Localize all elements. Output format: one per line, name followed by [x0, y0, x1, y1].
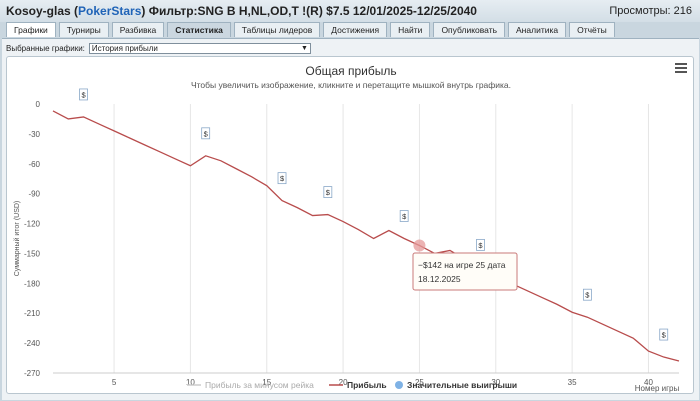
- legend-item-label[interactable]: Прибыль: [347, 380, 387, 390]
- site-link[interactable]: PokerStars: [78, 4, 142, 18]
- y-tick-label: -90: [28, 190, 40, 199]
- y-tick-label: -240: [24, 339, 41, 348]
- win-marker-label: $: [326, 188, 331, 197]
- menu-icon[interactable]: [675, 61, 687, 73]
- win-marker-box[interactable]: [79, 88, 88, 101]
- win-marker-label: $: [204, 129, 209, 138]
- y-tick-label: 0: [36, 100, 41, 109]
- y-tick-label: -210: [24, 309, 41, 318]
- tab-2[interactable]: Турниры: [58, 22, 109, 37]
- tooltip-line2: 18.12.2025: [418, 274, 461, 284]
- chart-selector-label: Выбранные графики:: [6, 44, 85, 53]
- player-name: Kosoy-glas: [6, 4, 71, 18]
- win-marker-box[interactable]: [323, 186, 333, 198]
- legend-item-label[interactable]: Значительные выигрыши: [407, 380, 517, 390]
- views-counter: Просмотры: 216: [609, 5, 692, 17]
- y-tick-label: -30: [28, 130, 40, 139]
- y-tick-label: -120: [24, 220, 41, 229]
- tooltip-box: [412, 252, 518, 291]
- page-title: Kosoy-glas (PokerStars) Фильтр:SNG B H,N…: [6, 4, 477, 18]
- x-tick-label: 20: [339, 378, 348, 387]
- x-tick-label: 25: [415, 378, 424, 387]
- chart-selector-row: Выбранные графики: История прибыли ▼: [6, 43, 311, 54]
- tab-7[interactable]: Найти: [390, 22, 431, 37]
- y-tick-label: -270: [24, 369, 41, 378]
- x-tick-label: 15: [262, 378, 271, 387]
- x-tick-label: 30: [491, 378, 500, 387]
- tab-9[interactable]: Аналитика: [508, 22, 567, 37]
- win-marker-label: $: [280, 174, 285, 183]
- x-tick-label: 10: [186, 378, 195, 387]
- chart-subtitle: Чтобы увеличить изображение, кликните и …: [191, 80, 511, 90]
- tab-10[interactable]: Отчёты: [569, 22, 615, 37]
- tab-bar: Графики Турниры Разбивка Статистика Таблицы …: [6, 22, 618, 38]
- tab-4[interactable]: Статистика: [167, 22, 231, 37]
- tab-6[interactable]: Достижения: [323, 22, 388, 37]
- legend-item-label[interactable]: Прибыль за минусом рейка: [205, 380, 314, 390]
- win-marker-label: $: [662, 331, 667, 340]
- y-tick-label: -180: [24, 279, 41, 288]
- profit-series-line: [52, 110, 680, 362]
- win-marker-box[interactable]: [476, 238, 485, 251]
- main-panel: Выбранные графики: История прибыли ▼ Общ…: [2, 38, 699, 400]
- chart-selector-value: История прибыли: [91, 44, 158, 53]
- y-axis-label: Суммарный итог (USD): [13, 201, 21, 277]
- tab-8[interactable]: Опубликовать: [433, 22, 506, 37]
- win-marker-label: $: [402, 212, 407, 221]
- chevron-down-icon: ▼: [300, 45, 308, 52]
- win-marker-box[interactable]: [277, 172, 287, 185]
- chart-selector-dropdown[interactable]: История прибыли ▼: [88, 43, 311, 54]
- chart-container[interactable]: Общая прибыль Чтобы увеличить изображение…: [6, 56, 694, 394]
- y-tick-label: -60: [28, 160, 40, 169]
- win-marker-label: $: [585, 291, 590, 300]
- x-tick-label: 40: [644, 378, 653, 387]
- hover-point[interactable]: [413, 239, 426, 252]
- tab-5[interactable]: Таблицы лидеров: [233, 22, 321, 37]
- win-marker-box[interactable]: [399, 210, 409, 222]
- y-tick-label: -150: [24, 249, 41, 258]
- x-tick-label: 5: [112, 378, 117, 387]
- tab-3[interactable]: Разбивка: [111, 22, 165, 37]
- win-marker-box[interactable]: [659, 328, 669, 341]
- filter-text: Фильтр:SNG B H,NL,OD,T !(R) $7.5 12/01/2…: [148, 4, 477, 18]
- win-marker-label: $: [81, 90, 86, 99]
- chart-title: Общая прибыль: [305, 64, 396, 78]
- win-marker-box[interactable]: [582, 288, 592, 301]
- win-marker-label: $: [478, 241, 483, 250]
- x-tick-label: 35: [568, 378, 577, 387]
- tooltip-line1: −$142 на игре 25 дата: [418, 260, 506, 270]
- legend-swatch-dot: [395, 381, 403, 389]
- tab-1[interactable]: Графики: [6, 22, 56, 37]
- title-bar: Kosoy-glas (PokerStars) Фильтр:SNG B H,N…: [0, 0, 700, 22]
- win-marker-box[interactable]: [201, 127, 211, 140]
- x-axis-label: Номер игры: [635, 384, 680, 393]
- profit-chart[interactable]: Общая прибыль Чтобы увеличить изображение…: [7, 57, 695, 395]
